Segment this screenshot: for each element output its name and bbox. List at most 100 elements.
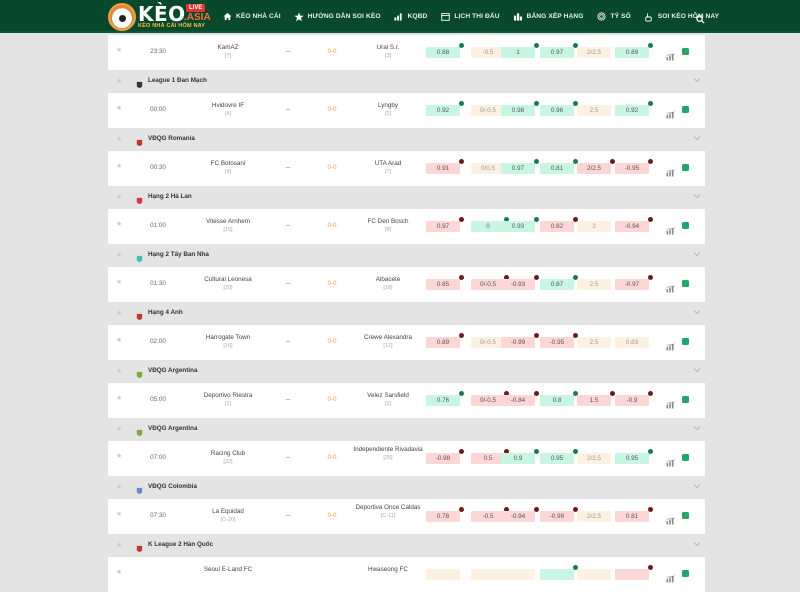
odds-cell[interactable]: 0.83 xyxy=(615,337,649,348)
odds-cell[interactable]: 0.85 xyxy=(426,275,464,290)
add-bet-icon[interactable] xyxy=(682,454,689,461)
odds-cell[interactable]: 1.5 xyxy=(577,391,615,406)
nav-soi-keo-hom-nay[interactable]: SOI KÈO HÔM NAY xyxy=(644,12,719,22)
odds-cell[interactable]: 0.81 xyxy=(615,507,653,522)
odds-cell[interactable]: 0.95 xyxy=(615,449,653,464)
odds-cell[interactable]: 2/2.5 xyxy=(577,47,611,58)
stats-chart-icon[interactable] xyxy=(666,512,675,525)
favorite-star-icon[interactable]: ★ xyxy=(116,105,123,112)
odds-cell[interactable]: 0.8 xyxy=(540,391,578,406)
league-header[interactable]: ★ Hạng 4 Anh xyxy=(108,303,705,325)
odds-cell[interactable]: 0.89 xyxy=(426,333,464,348)
away-team[interactable]: UTA Arad [7] xyxy=(348,160,428,176)
search-icon[interactable] xyxy=(696,11,705,24)
odds-cell[interactable]: 2.5 xyxy=(577,105,611,116)
add-bet-icon[interactable] xyxy=(682,164,689,171)
odds-cell[interactable]: 0.92 xyxy=(426,101,464,116)
away-team[interactable]: Ural S.r. [3] xyxy=(348,44,428,60)
odds-cell[interactable]: 0.97 xyxy=(540,43,578,58)
odds-cell[interactable]: 0/-0.5 xyxy=(471,105,505,116)
stats-chart-icon[interactable] xyxy=(666,570,675,583)
league-header[interactable]: ★ K League 2 Hàn Quốc xyxy=(108,535,705,557)
away-team[interactable]: Independiente Rivadavia [25] xyxy=(348,446,428,462)
odds-cell[interactable]: 0.98 xyxy=(501,101,539,116)
chevron-down-icon[interactable] xyxy=(693,483,701,491)
add-bet-icon[interactable] xyxy=(682,338,689,345)
add-bet-icon[interactable] xyxy=(682,106,689,113)
favorite-star-icon[interactable]: ★ xyxy=(116,337,123,344)
odds-cell[interactable]: 0.95 xyxy=(540,449,578,464)
away-team[interactable]: Hwaseong FC xyxy=(348,566,428,574)
home-team[interactable]: Harrogate Town [16] xyxy=(188,334,268,350)
odds-cell[interactable]: -0.93 xyxy=(501,275,539,290)
odds-cell[interactable]: 0.91 xyxy=(426,159,464,174)
add-bet-icon[interactable] xyxy=(682,280,689,287)
league-header[interactable]: ★ VĐQG Argentina xyxy=(108,419,705,441)
favorite-star-icon[interactable]: ★ xyxy=(116,395,123,402)
odds-cell[interactable]: 0.5 xyxy=(471,449,509,464)
chevron-down-icon[interactable] xyxy=(693,77,701,85)
star-icon[interactable]: ★ xyxy=(116,368,123,375)
odds-cell[interactable]: 0 xyxy=(471,217,509,232)
league-header[interactable]: ★ League 1 Đan Mạch xyxy=(108,71,705,93)
star-icon[interactable]: ★ xyxy=(116,310,123,317)
stats-chart-icon[interactable] xyxy=(666,164,675,177)
odds-cell[interactable]: 2.5 xyxy=(577,337,611,348)
league-header[interactable]: ★ VĐQG Argentina xyxy=(108,361,705,383)
odds-cell[interactable]: 0.82 xyxy=(540,217,578,232)
odds-cell[interactable]: 3 xyxy=(577,221,611,232)
nav-ty-so[interactable]: TỶ SỐ xyxy=(596,12,631,22)
odds-cell[interactable]: 0/-0.5 xyxy=(471,275,509,290)
away-team[interactable]: Albacete [18] xyxy=(348,276,428,292)
odds-cell[interactable] xyxy=(426,569,460,580)
odds-cell[interactable]: 0.78 xyxy=(426,507,464,522)
star-icon[interactable]: ★ xyxy=(116,136,123,143)
home-team[interactable]: Deportivo Riestra [1] xyxy=(188,392,268,408)
odds-cell[interactable]: 0.89 xyxy=(615,43,653,58)
odds-cell[interactable]: -0.5 xyxy=(471,47,505,58)
odds-cell[interactable]: 2/2.5 xyxy=(577,159,615,174)
odds-cell[interactable]: 0.87 xyxy=(540,275,578,290)
stats-chart-icon[interactable] xyxy=(666,338,675,351)
stats-chart-icon[interactable] xyxy=(666,106,675,119)
nav-lich-thi-dau[interactable]: LỊCH THI ĐẤU xyxy=(440,12,499,22)
stats-chart-icon[interactable] xyxy=(666,280,675,293)
star-icon[interactable]: ★ xyxy=(116,542,123,549)
away-team[interactable]: FC Den Bosch [8] xyxy=(348,218,428,234)
stats-chart-icon[interactable] xyxy=(666,396,675,409)
odds-cell[interactable]: 2/2.5 xyxy=(577,511,611,522)
odds-cell[interactable]: -0.5 xyxy=(471,507,509,522)
odds-cell[interactable]: 0/0.5 xyxy=(471,163,505,174)
star-icon[interactable]: ★ xyxy=(116,194,123,201)
star-icon[interactable]: ★ xyxy=(116,252,123,259)
odds-cell[interactable]: 0.97 xyxy=(501,159,539,174)
away-team[interactable]: Deportiva Once Caldas [C-11] xyxy=(348,504,428,520)
favorite-star-icon[interactable]: ★ xyxy=(116,279,123,286)
nav-huong-dan-soi-keo[interactable]: HƯỚNG DẪN SOI KÈO xyxy=(294,12,381,22)
chevron-down-icon[interactable] xyxy=(693,251,701,259)
home-team[interactable]: Seoul E-Land FC xyxy=(188,566,268,574)
league-header[interactable]: ★ VĐQG Colombia xyxy=(108,477,705,499)
favorite-star-icon[interactable]: ★ xyxy=(116,453,123,460)
nav-bang-xep-hang[interactable]: BẢNG XẾP HẠNG xyxy=(513,12,584,22)
odds-cell[interactable]: 0.76 xyxy=(426,391,464,406)
odds-cell[interactable]: -0.94 xyxy=(615,217,653,232)
odds-cell[interactable] xyxy=(577,569,611,580)
home-team[interactable]: KamAZ [7] xyxy=(188,44,268,60)
stats-chart-icon[interactable] xyxy=(666,454,675,467)
odds-cell[interactable]: 2.5 xyxy=(577,279,611,290)
add-bet-icon[interactable] xyxy=(682,570,689,577)
home-team[interactable]: La Equidad [C-20] xyxy=(188,508,268,524)
star-icon[interactable]: ★ xyxy=(116,426,123,433)
nav-keo-nha-cai[interactable]: KÈO NHÀ CÁI xyxy=(222,12,281,22)
favorite-star-icon[interactable]: ★ xyxy=(116,221,123,228)
odds-cell[interactable]: 0.92 xyxy=(615,101,653,116)
odds-cell[interactable] xyxy=(540,565,578,580)
add-bet-icon[interactable] xyxy=(682,396,689,403)
favorite-star-icon[interactable]: ★ xyxy=(116,569,123,576)
odds-cell[interactable]: -0.95 xyxy=(615,159,653,174)
add-bet-icon[interactable] xyxy=(682,512,689,519)
league-header[interactable]: ★ VĐQG Romania xyxy=(108,129,705,151)
away-team[interactable]: Velez Sarsfield [2] xyxy=(348,392,428,408)
odds-cell[interactable]: 1 xyxy=(501,43,539,58)
